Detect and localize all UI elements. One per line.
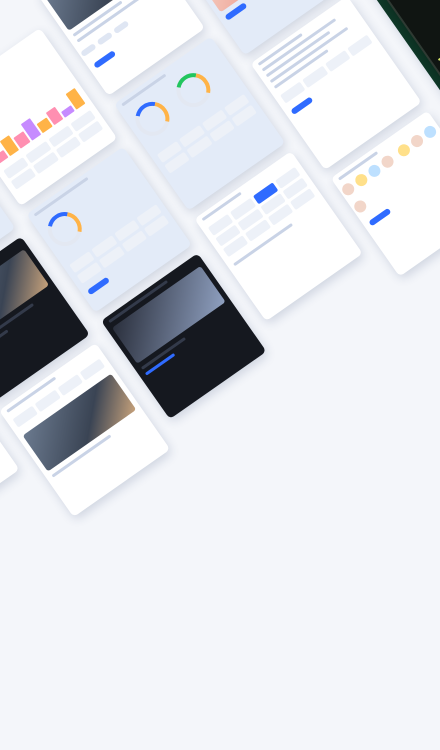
donut-chart-icon	[0, 86, 6, 134]
primary-button	[368, 207, 392, 227]
donut-chart-icon	[128, 95, 177, 143]
follow-button	[93, 50, 117, 69]
product-image	[195, 0, 310, 13]
donut-chart-icon	[170, 66, 218, 114]
rotated-collage-stage	[0, 0, 440, 538]
progress-ring-icon	[41, 205, 89, 253]
table-mockup-card	[0, 371, 20, 538]
portfolio-collage: { "collage": { "description_tiles": 18, …	[0, 0, 440, 538]
